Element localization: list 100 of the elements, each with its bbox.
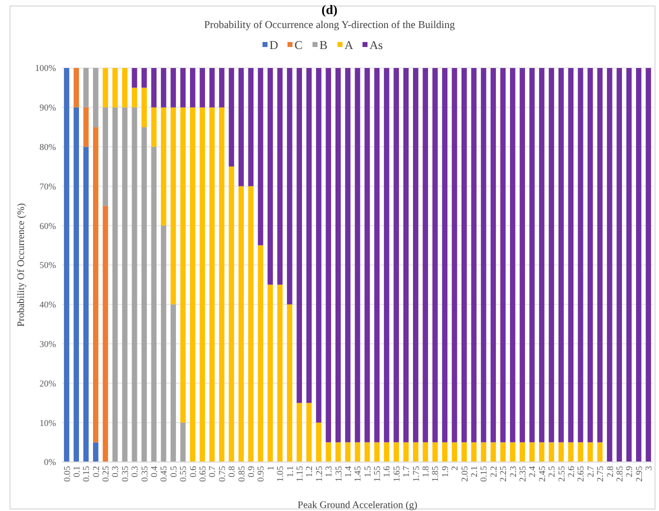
bar [471, 442, 477, 462]
x-tick-label: 1.55 [372, 466, 382, 482]
bar [286, 68, 292, 304]
y-tick-label: 20% [40, 378, 56, 388]
bar [228, 166, 234, 462]
bar [219, 68, 224, 108]
x-tick-label: 2.7 [585, 466, 596, 478]
bar [413, 442, 418, 462]
y-tick-label: 0% [44, 457, 56, 468]
bar [83, 107, 89, 147]
x-tick-label: 2.2 [488, 466, 498, 478]
x-tick-label: 0.65 [198, 466, 208, 482]
bar [548, 442, 554, 462]
x-tick-label: 2 [450, 466, 460, 470]
x-tick-label: 1.4 [342, 466, 353, 478]
y-tick-label: 70% [40, 181, 56, 192]
x-tick-label: 2.75 [595, 466, 606, 482]
bar [588, 68, 593, 442]
bar [93, 127, 98, 442]
bar [520, 68, 526, 442]
bar [345, 68, 350, 442]
bar [335, 68, 341, 442]
bar [286, 304, 292, 462]
x-tick-label: 0.15 [81, 466, 92, 482]
bar [132, 107, 138, 462]
bar [646, 68, 652, 462]
bar [112, 68, 118, 108]
y-tick-label: 50% [40, 260, 56, 270]
bar [500, 68, 506, 442]
bar [209, 107, 215, 462]
bar [568, 442, 574, 462]
y-tick-label: 60% [40, 220, 56, 231]
x-tick-label: 1.45 [352, 466, 363, 482]
bar [228, 68, 234, 166]
x-tick-label: 0.4 [149, 466, 160, 478]
bar [480, 68, 486, 442]
bar [539, 442, 544, 462]
x-tick-label: 1.7 [401, 466, 412, 478]
x-tick-label: 1.1 [284, 466, 295, 478]
x-tick-label: 2.6 [566, 466, 576, 478]
x-tick-label: 0.15 [478, 466, 489, 482]
y-tick-label: 10% [40, 418, 56, 428]
bar [568, 68, 574, 442]
x-tick-label: 1.05 [275, 466, 286, 482]
bar [597, 68, 603, 442]
bar [102, 206, 108, 462]
x-tick-label: 2.8 [604, 466, 615, 478]
bar [248, 186, 254, 462]
x-tick-label: 2.05 [459, 466, 470, 482]
bar [238, 68, 244, 186]
bar [588, 442, 593, 462]
bar [93, 442, 98, 462]
x-tick-label: 0.75 [216, 466, 227, 482]
bar [461, 68, 467, 442]
bar [316, 422, 322, 462]
bar [461, 442, 467, 462]
y-tick-label: 80% [40, 142, 56, 152]
legend-label: C [294, 38, 303, 52]
bar [529, 442, 535, 462]
x-tick-label: 1.35 [333, 466, 344, 482]
bar [539, 68, 544, 442]
bar [296, 402, 302, 462]
bar [268, 284, 273, 462]
bar [64, 68, 70, 462]
x-tick-label: 0.3 [130, 466, 140, 478]
text: (d) [322, 2, 338, 17]
x-tick-label: 2.55 [556, 466, 566, 482]
x-tick-label: 0.8 [226, 466, 237, 478]
bar [122, 107, 128, 462]
bar [248, 68, 254, 186]
x-tick-label: 0.85 [236, 466, 246, 482]
bar [616, 68, 622, 462]
legend-label: A [344, 38, 354, 52]
bar [374, 68, 380, 442]
bar [384, 442, 390, 462]
bar [277, 284, 283, 462]
x-tick-label: 1.65 [391, 466, 402, 482]
bar [500, 442, 506, 462]
bar [219, 107, 224, 462]
bar [268, 68, 273, 285]
bar [200, 68, 206, 108]
bar [442, 68, 448, 442]
x-tick-label: 2.35 [517, 466, 528, 482]
x-tick-label: 2.9 [624, 466, 634, 478]
bar [132, 68, 138, 88]
bar [112, 107, 118, 462]
x-tick-label: 3 [644, 466, 654, 470]
x-tick-label: 0.9 [246, 466, 256, 478]
bar [151, 107, 157, 147]
bar [345, 442, 350, 462]
bar [93, 68, 98, 128]
x-tick-label: 0.2 [90, 466, 101, 478]
bar [170, 107, 176, 304]
bar [170, 304, 176, 462]
bar [452, 442, 458, 462]
x-tick-label: 1.85 [430, 466, 440, 482]
bar [83, 146, 89, 462]
bar [160, 68, 166, 108]
bar [606, 68, 612, 462]
bar [452, 68, 458, 442]
